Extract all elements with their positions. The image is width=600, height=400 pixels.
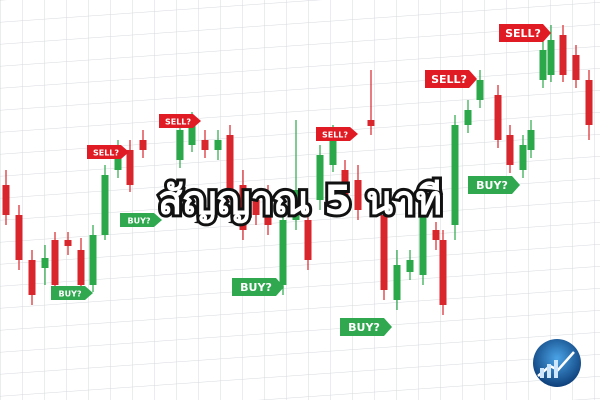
- signal-tag: SELL?: [87, 145, 129, 159]
- candle-body: [41, 258, 49, 268]
- title: สัญญาณ 5 นาที: [158, 178, 442, 224]
- candle-body: [264, 200, 272, 225]
- candle-body: [329, 140, 337, 165]
- signal-tag: BUY?: [468, 176, 520, 194]
- candle-body: [201, 140, 209, 150]
- candle-body: [539, 50, 547, 80]
- signal-tags: SELL? SELL? SELL? SELL? SELL? BUY? BUY? BUY? BUY…: [51, 24, 551, 336]
- tag-label: BUY?: [348, 321, 380, 334]
- signal-tag: BUY?: [120, 213, 162, 227]
- tag-label: BUY?: [476, 179, 508, 192]
- candle-body: [64, 240, 72, 246]
- candle-body: [406, 260, 414, 272]
- tag-shape: [87, 145, 129, 159]
- signal-tag: BUY?: [340, 318, 392, 336]
- tag-label: BUY?: [127, 217, 150, 226]
- tag-label: SELL?: [431, 73, 467, 86]
- tag-shape: [159, 114, 201, 128]
- tag-shape: [425, 70, 477, 88]
- tag-shape: [316, 127, 358, 141]
- candle-body: [432, 230, 440, 240]
- candle-body: [519, 145, 527, 170]
- tag-shape: [499, 24, 551, 42]
- candle-body: [226, 135, 234, 195]
- candle-body: [176, 130, 184, 160]
- candle-body: [585, 80, 593, 125]
- tag-shape: [51, 286, 93, 300]
- logo: [533, 339, 581, 387]
- candle-body: [354, 180, 362, 210]
- candle-body: [114, 150, 122, 170]
- candle-body: [380, 215, 388, 290]
- signal-tag: BUY?: [232, 278, 284, 296]
- candle-body: [527, 130, 535, 150]
- signal-tag: SELL?: [159, 114, 201, 128]
- candle-body: [239, 185, 247, 230]
- tag-label: SELL?: [322, 131, 348, 140]
- candle-body: [476, 80, 484, 100]
- tag-shape: [468, 176, 520, 194]
- candle-body: [188, 125, 196, 145]
- candle-body: [126, 150, 134, 185]
- candle-body: [494, 95, 502, 140]
- candle-body: [77, 250, 85, 285]
- signal-tag: SELL?: [316, 127, 358, 141]
- tag-label: SELL?: [505, 27, 541, 40]
- signal-tag: BUY?: [51, 286, 93, 300]
- candle-body: [572, 55, 580, 80]
- tag-shape: [232, 278, 284, 296]
- signal-tag: SELL?: [425, 70, 477, 88]
- tag-shape: [340, 318, 392, 336]
- candle-body: [101, 175, 109, 235]
- candle-body: [89, 235, 97, 285]
- candle-body: [547, 40, 555, 75]
- candle-body: [393, 265, 401, 300]
- candle-body: [464, 110, 472, 125]
- tag-label: BUY?: [240, 281, 272, 294]
- candle-body: [506, 135, 514, 165]
- candle-body: [304, 220, 312, 260]
- signal-tag: SELL?: [499, 24, 551, 42]
- tag-label: BUY?: [58, 290, 81, 299]
- candle-body: [2, 185, 10, 215]
- tag-shape: [120, 213, 162, 227]
- candles: [2, 25, 593, 315]
- candle-body: [214, 140, 222, 150]
- candle-body: [451, 125, 459, 225]
- candle-body: [51, 240, 59, 285]
- candle-body: [139, 140, 147, 150]
- candle-body: [439, 240, 447, 305]
- candle-body: [367, 120, 375, 126]
- candle-body: [252, 200, 260, 215]
- candle-body: [341, 170, 349, 200]
- candle-body: [292, 190, 300, 220]
- candle-body: [419, 215, 427, 275]
- candle-body: [15, 215, 23, 260]
- candle-body: [559, 35, 567, 75]
- candle-body: [279, 220, 287, 285]
- tag-label: SELL?: [165, 118, 191, 127]
- tag-label: SELL?: [93, 149, 119, 158]
- candle-body: [28, 260, 36, 295]
- candle-body: [316, 155, 324, 200]
